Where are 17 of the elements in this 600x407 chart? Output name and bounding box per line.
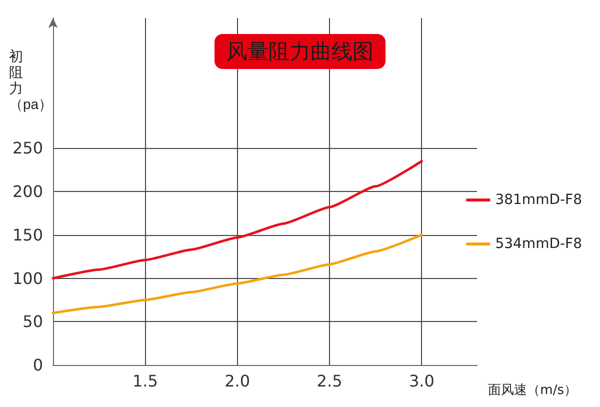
- y-tick-label: 250: [12, 138, 43, 158]
- y-tick-label: 0: [32, 356, 43, 374]
- y-tick-label: 150: [12, 225, 43, 244]
- legend-label: 534mmD-F8: [495, 236, 582, 252]
- x-tick-label: 2.0: [224, 372, 250, 390]
- line-series: [52, 160, 423, 280]
- x-tick-label: 1.5: [132, 372, 158, 390]
- text: 风量阻力曲线图: [226, 40, 374, 64]
- y-axis-title: 初阻力（pa）: [9, 48, 53, 112]
- x-axis-title: 面风速（m/s）: [488, 383, 578, 398]
- line-series: [52, 234, 423, 314]
- x-tick-label: 3.0: [408, 372, 434, 390]
- legend-label: 381mmD-F8: [495, 192, 582, 208]
- y-tick-label: 50: [22, 312, 43, 332]
- y-tick-label: 200: [12, 182, 43, 201]
- y-tick-label: 100: [12, 268, 43, 288]
- x-tick-label: 2.5: [316, 372, 342, 390]
